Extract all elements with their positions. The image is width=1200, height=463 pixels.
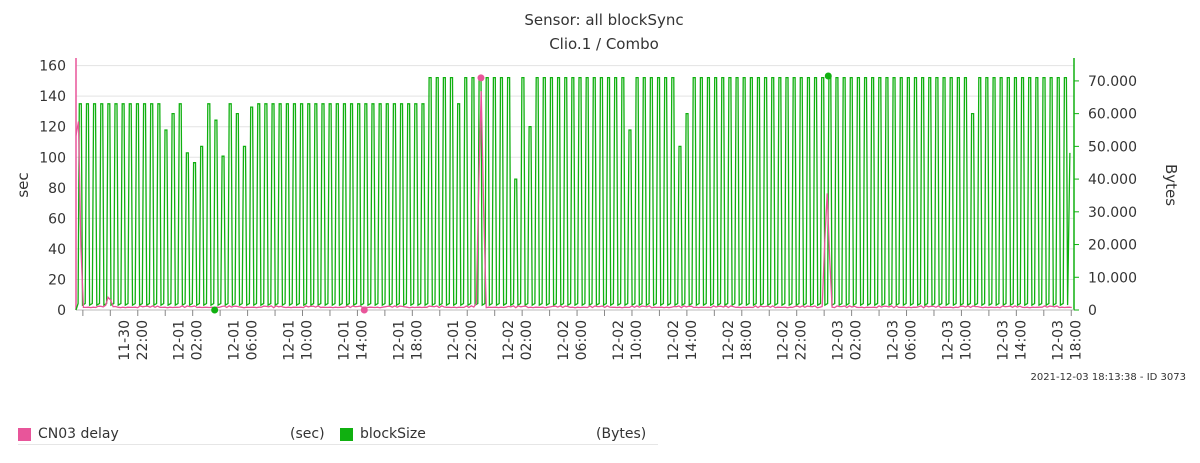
x-tick-label-time: 14:00	[684, 320, 700, 360]
legend-unit-cn03-delay: (sec)	[290, 426, 325, 442]
x-tick-label-time: 18:00	[409, 320, 425, 360]
y-right-tick-label: 40.000	[1088, 172, 1137, 188]
y-left-tick-label: 40	[48, 242, 66, 258]
y-left-tick-label: 120	[39, 120, 66, 136]
y-axis-right-title: Bytes	[1162, 164, 1180, 206]
marker-blocksize	[824, 72, 832, 80]
x-tick-label-time: 06:00	[904, 320, 920, 360]
tick-labels: 0 20 40 60 80 100 120 140 160 0 10.000 20.000 30.000…	[39, 59, 1137, 361]
x-tick-label-time: 02:00	[190, 320, 206, 360]
x-tick-label-time: 06:00	[574, 320, 590, 360]
legend-swatch-blocksize	[340, 427, 353, 441]
x-tick-label-date: 12-01	[336, 320, 352, 361]
x-tick-label-time: 18:00	[739, 320, 755, 360]
x-tick-label-date: 12-01	[391, 320, 407, 361]
x-tick-label-date: 12-03	[940, 320, 956, 361]
legend-label-blocksize: blockSize	[360, 426, 426, 442]
footer-timestamp: 2021-12-03 18:13:38 - ID 3073	[1030, 372, 1186, 383]
marker-cn03-delay	[477, 74, 485, 82]
x-tick-label-time: 10:00	[958, 320, 974, 360]
x-tick-label-time: 22:00	[794, 320, 810, 360]
x-tick-label-time: 22:00	[464, 320, 480, 360]
x-tick-label-time: 14:00	[1013, 320, 1029, 360]
y-left-tick-label: 160	[39, 59, 66, 75]
y-left-tick-label: 100	[39, 150, 66, 166]
x-tick-label-date: 12-01	[172, 320, 188, 361]
x-tick-label-time: 02:00	[849, 320, 865, 360]
marker-cn03-delay	[360, 306, 368, 314]
x-tick-label-date: 12-03	[831, 320, 847, 361]
chart-title: Sensor: all blockSync	[524, 11, 683, 29]
legend-swatch-cn03-delay	[18, 427, 31, 441]
series-line-blocksize	[75, 76, 1071, 311]
y-left-tick-label: 0	[57, 303, 66, 319]
x-tick-label-date: 12-03	[995, 320, 1011, 361]
x-tick-label-date: 12-01	[282, 320, 298, 361]
plot-area	[75, 72, 1072, 314]
legend-item-cn03-delay[interactable]: CN03 delay	[18, 424, 119, 444]
x-tick-label-date: 12-02	[666, 320, 682, 361]
legend-underline	[18, 444, 658, 445]
x-tick-label-time: 22:00	[135, 320, 151, 360]
x-tick-label-time: 14:00	[354, 320, 370, 360]
legend-item-blocksize[interactable]: blockSize	[340, 424, 426, 444]
chart-subtitle: Clio.1 / Combo	[549, 35, 659, 53]
chart: Sensor: all blockSync Clio.1 / Combo sec…	[14, 11, 1180, 361]
y-right-tick-label: 20.000	[1088, 238, 1137, 254]
x-tick-label-time: 10:00	[300, 320, 316, 360]
marker-blocksize	[211, 306, 219, 314]
y-left-tick-label: 140	[39, 89, 66, 105]
y-left-tick-label: 20	[48, 272, 66, 288]
x-tick-label-date: 12-02	[611, 320, 627, 361]
series-line-cn03-delay	[75, 91, 1072, 309]
y-left-tick-label: 80	[48, 181, 66, 197]
x-tick-label-time: 06:00	[245, 320, 261, 360]
y-right-tick-label: 0	[1088, 303, 1097, 319]
x-tick-label-time: 10:00	[629, 320, 645, 360]
y-right-tick-label: 10.000	[1088, 270, 1137, 286]
x-tick-label-date: 12-02	[556, 320, 572, 361]
y-axis-left-title: sec	[14, 172, 32, 197]
y-right-tick-label: 70.000	[1088, 74, 1137, 90]
x-tick-label-date: 12-02	[776, 320, 792, 361]
legend-label-cn03-delay: CN03 delay	[38, 426, 119, 442]
legend: CN03 delay (sec) blockSize (Bytes)	[18, 424, 658, 446]
y-right-tick-label: 50.000	[1088, 139, 1137, 155]
axes	[75, 58, 1079, 316]
x-tick-label-time: 02:00	[519, 320, 535, 360]
x-tick-label-date: 12-03	[886, 320, 902, 361]
y-right-tick-label: 30.000	[1088, 205, 1137, 221]
x-tick-label-time: 18:00	[1068, 320, 1084, 360]
x-tick-label-date: 12-01	[227, 320, 243, 361]
x-tick-label-date: 12-02	[721, 320, 737, 361]
legend-unit-blocksize: (Bytes)	[596, 426, 647, 442]
x-tick-label-date: 12-01	[446, 320, 462, 361]
x-tick-label-date: 11-30	[117, 320, 133, 361]
y-right-tick-label: 60.000	[1088, 107, 1137, 123]
y-left-tick-label: 60	[48, 211, 66, 227]
x-tick-label-date: 12-02	[501, 320, 517, 361]
x-tick-label-date: 12-03	[1050, 320, 1066, 361]
